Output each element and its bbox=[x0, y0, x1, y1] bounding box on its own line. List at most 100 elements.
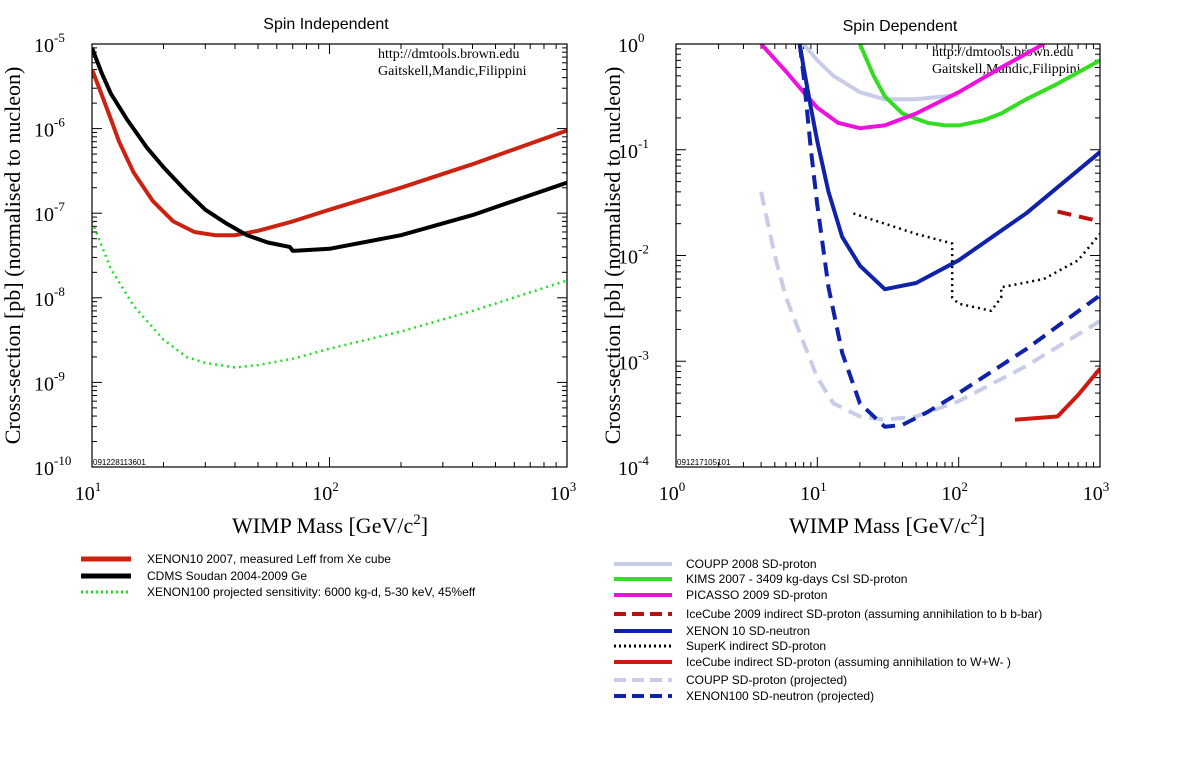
y-tick-base: 10 bbox=[618, 247, 638, 269]
plot-frame bbox=[91, 43, 568, 468]
x-tick-base: 10 bbox=[312, 483, 332, 505]
legend-label: XENON10 2007, measured Leff from Xe cube bbox=[147, 552, 391, 566]
y-tick-exp: -6 bbox=[54, 115, 65, 130]
x-axis-label-text: WIMP Mass [GeV/c bbox=[789, 513, 970, 538]
series-line bbox=[858, 44, 1100, 128]
x-tick-label: 103 bbox=[550, 479, 577, 505]
plot-id: 091228113601 bbox=[93, 458, 146, 467]
x-axis-label-sup: 2 bbox=[970, 512, 978, 528]
y-tick-exp: -3 bbox=[638, 347, 649, 362]
y-tick-exp: 0 bbox=[638, 30, 645, 45]
x-tick-label: 102 bbox=[941, 479, 968, 505]
x-tick-base: 10 bbox=[800, 483, 820, 505]
x-tick-label: 101 bbox=[800, 479, 827, 505]
y-tick-base: 10 bbox=[618, 141, 638, 163]
x-tick-base: 10 bbox=[659, 483, 679, 505]
x-tick-exp: 2 bbox=[961, 479, 968, 494]
series-line bbox=[1057, 209, 1100, 224]
series-line bbox=[802, 44, 959, 102]
x-axis-label: WIMP Mass [GeV/c2] bbox=[789, 512, 985, 538]
y-tick-label: 10-8 bbox=[34, 284, 65, 311]
x-axis-label-sup: 2 bbox=[413, 512, 421, 528]
series-line bbox=[797, 44, 1100, 429]
minor-ticks bbox=[92, 44, 567, 467]
y-tick-label: 10-10 bbox=[34, 453, 71, 480]
series-group bbox=[759, 44, 1100, 429]
y-tick-exp: -5 bbox=[54, 30, 65, 45]
x-tick-exp: 1 bbox=[820, 479, 827, 494]
x-axis-label-text: WIMP Mass [GeV/c bbox=[232, 513, 413, 538]
y-tick-base: 10 bbox=[34, 373, 54, 395]
series-line bbox=[92, 220, 567, 369]
y-tick-label: 10-3 bbox=[618, 347, 649, 374]
legend-label: COUPP SD-proton (projected) bbox=[686, 673, 847, 687]
y-tick-label: 10-6 bbox=[34, 115, 65, 142]
x-axis-label-end: ] bbox=[421, 513, 428, 538]
series-line bbox=[759, 44, 1045, 131]
y-tick-exp: -8 bbox=[54, 284, 65, 299]
x-tick-label: 102 bbox=[312, 479, 339, 505]
y-tick-base: 10 bbox=[34, 458, 54, 480]
x-tick-label: 100 bbox=[659, 479, 686, 505]
chart-title: Spin Independent bbox=[263, 16, 389, 33]
y-tick-base: 10 bbox=[34, 120, 54, 142]
x-tick-exp: 1 bbox=[95, 479, 102, 494]
legend-1: XENON10 2007, measured Leff from Xe cube… bbox=[81, 552, 476, 599]
series-group bbox=[92, 47, 567, 369]
legend-label: CDMS Soudan 2004-2009 Ge bbox=[147, 569, 307, 583]
x-axis-label: WIMP Mass [GeV/c2] bbox=[232, 512, 428, 538]
x-tick-exp: 3 bbox=[1103, 479, 1110, 494]
chart-title: Spin Dependent bbox=[843, 18, 958, 35]
x-tick-exp: 0 bbox=[679, 479, 686, 494]
y-axis-label: Cross-section [pb] (normalised to nucleo… bbox=[0, 67, 25, 445]
x-tick-base: 10 bbox=[941, 483, 961, 505]
series-line bbox=[759, 191, 1100, 422]
y-tick-base: 10 bbox=[618, 35, 638, 57]
legend-label: IceCube indirect SD-proton (assuming ann… bbox=[686, 655, 1011, 669]
source-annotation: http://dmtools.brown.edu bbox=[378, 47, 520, 62]
y-tick-label: 10-5 bbox=[34, 30, 65, 57]
plot-frame bbox=[675, 43, 1101, 468]
x-tick-label: 101 bbox=[75, 479, 102, 505]
y-tick-base: 10 bbox=[34, 204, 54, 226]
series-line bbox=[853, 212, 1100, 313]
source-annotation: http://dmtools.brown.edu bbox=[932, 45, 1074, 60]
plot-id: 091217105101 bbox=[677, 458, 731, 467]
legend-label: PICASSO 2009 SD-proton bbox=[686, 588, 827, 602]
y-tick-exp: -1 bbox=[638, 136, 649, 151]
x-tick-exp: 3 bbox=[570, 479, 577, 494]
y-tick-exp: -9 bbox=[54, 368, 65, 383]
legend-label: XENON100 projected sensitivity: 6000 kg-… bbox=[147, 585, 476, 599]
y-tick-label: 10-7 bbox=[34, 199, 65, 226]
series-line bbox=[92, 68, 567, 238]
legend-label: COUPP 2008 SD-proton bbox=[686, 557, 817, 571]
y-tick-exp: -10 bbox=[54, 453, 71, 468]
y-tick-label: 100 bbox=[618, 30, 645, 57]
legend-label: KIMS 2007 - 3409 kg-days CsI SD-proton bbox=[686, 572, 907, 586]
y-tick-label: 10-4 bbox=[618, 453, 649, 480]
x-tick-exp: 2 bbox=[332, 479, 339, 494]
y-tick-exp: -7 bbox=[54, 199, 65, 214]
legend-label: IceCube 2009 indirect SD-proton (assumin… bbox=[686, 607, 1042, 621]
legend-label: SuperK indirect SD-proton bbox=[686, 639, 826, 653]
series-line bbox=[797, 44, 1100, 292]
legend-label: XENON 10 SD-neutron bbox=[686, 624, 810, 638]
x-tick-base: 10 bbox=[75, 483, 95, 505]
y-tick-exp: -2 bbox=[638, 242, 649, 257]
series-line bbox=[92, 47, 567, 253]
x-tick-label: 103 bbox=[1083, 479, 1110, 505]
y-tick-label: 10-9 bbox=[34, 368, 65, 395]
x-tick-base: 10 bbox=[550, 483, 570, 505]
y-tick-base: 10 bbox=[618, 352, 638, 374]
x-tick-base: 10 bbox=[1083, 483, 1103, 505]
legend-label: XENON100 SD-neutron (projected) bbox=[686, 689, 874, 703]
minor-ticks bbox=[676, 44, 1100, 467]
y-axis-label: Cross-section [pb] (normalised to nucleo… bbox=[600, 67, 625, 445]
y-tick-base: 10 bbox=[34, 289, 54, 311]
y-tick-base: 10 bbox=[34, 35, 54, 57]
y-tick-label: 10-1 bbox=[618, 136, 649, 163]
